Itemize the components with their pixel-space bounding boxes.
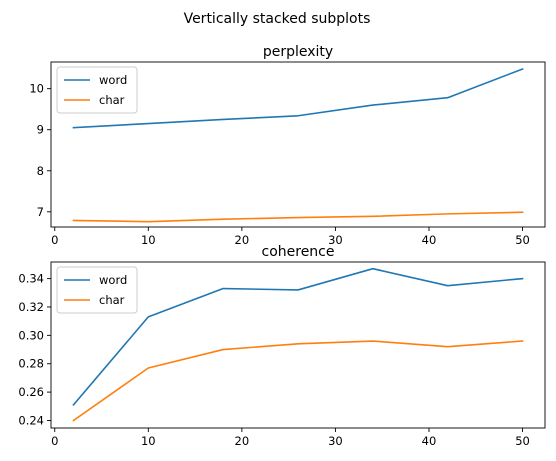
- subplot-perplexity: 0 10 20 30 40 50 7 8 9 10 perplexity word char: [29, 44, 546, 247]
- x-tick-label: 50: [515, 434, 530, 448]
- legend-label-char: char: [99, 293, 125, 307]
- series-line-word: [72, 67, 524, 129]
- axes-frame: [50, 61, 546, 228]
- x-tick-label: 40: [422, 434, 437, 448]
- x-tick-label: 20: [235, 434, 250, 448]
- y-tick-label: 10: [29, 82, 44, 96]
- legend: word char: [56, 266, 138, 314]
- legend-label-char: char: [99, 93, 125, 107]
- y-tick-label: 9: [37, 123, 44, 137]
- x-tick-label: 0: [51, 233, 58, 247]
- y-tick-label: 0.30: [18, 328, 44, 342]
- y-tick-label: 8: [37, 164, 44, 178]
- axes-title: perplexity: [263, 44, 333, 60]
- legend-label-word: word: [99, 73, 127, 87]
- x-tick-label: 50: [515, 233, 530, 247]
- x-tick-label: 30: [328, 233, 343, 247]
- legend-box: [56, 266, 138, 314]
- x-tick-label: 10: [141, 233, 156, 247]
- subplot-coherence: 0 10 20 30 40 50 0.24 0.26 0.28 0.30 0.32 0.34 coher…: [18, 244, 546, 448]
- x-tick-label: 30: [328, 434, 343, 448]
- x-tick-label: 20: [235, 233, 250, 247]
- x-tick-label: 10: [141, 434, 156, 448]
- legend-box: [56, 66, 138, 114]
- legend-label-word: word: [99, 273, 127, 287]
- y-tick-label: 0.32: [18, 300, 44, 314]
- x-tick-label: 0: [51, 434, 58, 448]
- series-line-char: [72, 211, 524, 223]
- y-tick-label: 0.28: [18, 357, 44, 371]
- axes-title: coherence: [262, 244, 335, 260]
- series-line-char: [72, 340, 524, 422]
- legend: word char: [56, 66, 138, 114]
- x-tick-label: 40: [422, 233, 437, 247]
- series-line-word: [72, 267, 524, 406]
- figure-title: Vertically stacked subplots: [184, 11, 371, 27]
- y-tick-label: 0.34: [18, 272, 44, 286]
- y-tick-label: 0.24: [18, 413, 44, 427]
- axes-container: 0 10 20 30 40 50 7 8 9 10 perplexity word char 0 10 20 3…: [18, 44, 546, 448]
- axes-frame: [50, 261, 546, 429]
- y-tick-label: 0.26: [18, 385, 44, 399]
- y-tick-label: 7: [37, 205, 44, 219]
